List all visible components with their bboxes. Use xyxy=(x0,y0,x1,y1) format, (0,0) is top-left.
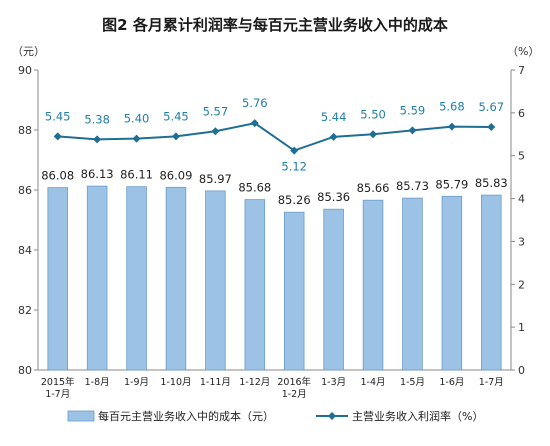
x-tick-label: 1-9月 xyxy=(124,377,149,388)
line-point xyxy=(132,134,141,143)
bar xyxy=(165,186,187,371)
x-tick-label: 1-2月 xyxy=(282,389,307,400)
axes: 80 82 84 86 88 90 0 1 2 3 4 5 6 7 xyxy=(18,64,525,377)
bar xyxy=(126,186,147,371)
line-point xyxy=(211,127,220,136)
bar-value-label: 85.97 xyxy=(199,172,232,186)
x-tick-label: 1-4月 xyxy=(361,377,386,388)
bar-value-label: 85.66 xyxy=(357,181,390,195)
bar-value-label: 85.83 xyxy=(475,176,508,190)
bar-value-label: 85.68 xyxy=(238,181,271,195)
left-tick-label: 86 xyxy=(18,184,32,197)
legend-line-marker xyxy=(328,412,336,420)
bar xyxy=(86,185,108,371)
line-path xyxy=(57,122,492,152)
right-tick-label: 7 xyxy=(518,64,525,77)
bar xyxy=(244,199,266,371)
right-tick-label: 3 xyxy=(518,235,525,248)
x-tick-label: 1-8月 xyxy=(85,377,110,388)
line-point xyxy=(408,126,417,135)
bar xyxy=(441,195,463,371)
right-tick-label: 0 xyxy=(518,364,525,377)
x-tick-label: 1-5月 xyxy=(400,377,425,388)
line-point xyxy=(447,122,456,131)
bar-series: 86.08 86.13 86.11 86.09 85.97 85.68 85.26 85.36… xyxy=(41,167,508,371)
line-value-label: 5.76 xyxy=(242,96,268,110)
right-tick-label: 5 xyxy=(518,150,525,163)
legend-bar-label: 每百元主营业务收入中的成本（元） xyxy=(98,409,274,423)
chart-title: 图2 各月累计利润率与每百元主营业务收入中的成本 xyxy=(102,16,448,34)
line-point xyxy=(93,135,102,144)
bar-value-label: 86.13 xyxy=(81,167,114,181)
x-tick-label: 1-10月 xyxy=(160,377,191,388)
bar-value-label: 85.36 xyxy=(317,190,350,204)
line-value-label: 5.44 xyxy=(321,110,347,124)
left-tick-label: 82 xyxy=(18,304,32,317)
left-tick-label: 84 xyxy=(18,244,32,257)
bar-value-label: 86.09 xyxy=(159,168,192,182)
x-tick-label: 1-11月 xyxy=(200,377,231,388)
line-value-label: 5.68 xyxy=(439,100,465,114)
line-point xyxy=(290,146,299,155)
line-point xyxy=(369,130,378,139)
line-value-label: 5.45 xyxy=(163,109,189,123)
x-tick-label: 1-12月 xyxy=(239,377,270,388)
line-value-label: 5.50 xyxy=(360,107,386,121)
right-tick-label: 2 xyxy=(518,278,525,291)
right-axis-unit: （%） xyxy=(507,45,539,58)
line-value-label: 5.12 xyxy=(281,160,307,174)
legend: 每百元主营业务收入中的成本（元） 主营业务收入利润率（%） xyxy=(67,409,483,423)
bar-value-label: 85.26 xyxy=(278,193,311,207)
line-point xyxy=(171,132,180,141)
bar xyxy=(323,208,344,371)
x-tick-label: 2015年 xyxy=(41,376,75,388)
left-tick-label: 88 xyxy=(18,124,32,137)
line-value-label: 5.38 xyxy=(84,112,110,126)
right-tick-label: 1 xyxy=(518,321,525,334)
bar xyxy=(402,197,423,371)
line-point xyxy=(53,132,62,141)
bar xyxy=(47,187,68,371)
legend-line-label: 主营业务收入利润率（%） xyxy=(352,409,483,423)
bar xyxy=(481,194,502,371)
line-point xyxy=(250,119,259,128)
line-series: 5.45 5.38 5.40 5.45 5.57 5.76 5.12 5.44 5.50 5.59… xyxy=(45,96,504,173)
x-tick-label: 2016年 xyxy=(277,376,311,388)
bar xyxy=(205,190,226,371)
line-point xyxy=(329,132,338,141)
x-tick-label: 1-3月 xyxy=(321,377,346,388)
bar-value-label: 86.11 xyxy=(120,168,153,182)
left-tick-label: 90 xyxy=(18,64,32,77)
right-tick-label: 6 xyxy=(518,107,525,120)
legend-bar-swatch xyxy=(67,410,95,422)
bar-value-label: 85.73 xyxy=(396,179,429,193)
bar xyxy=(362,199,384,371)
right-tick-label: 4 xyxy=(518,193,525,206)
line-point xyxy=(487,123,496,131)
bar xyxy=(283,211,305,371)
line-value-label: 5.67 xyxy=(478,100,504,114)
line-value-label: 5.57 xyxy=(203,104,229,118)
bar-value-label: 86.08 xyxy=(41,169,74,183)
line-value-label: 5.40 xyxy=(124,112,150,126)
line-value-label: 5.59 xyxy=(400,103,426,117)
left-tick-label: 80 xyxy=(18,364,32,377)
bar-value-label: 85.79 xyxy=(435,177,468,191)
x-tick-label: 1-6月 xyxy=(439,377,464,388)
left-axis-unit: （元） xyxy=(12,45,45,58)
x-tick-label: 1-7月 xyxy=(479,377,504,388)
x-tick-label: 1-7月 xyxy=(45,389,70,400)
line-value-label: 5.45 xyxy=(45,109,71,123)
